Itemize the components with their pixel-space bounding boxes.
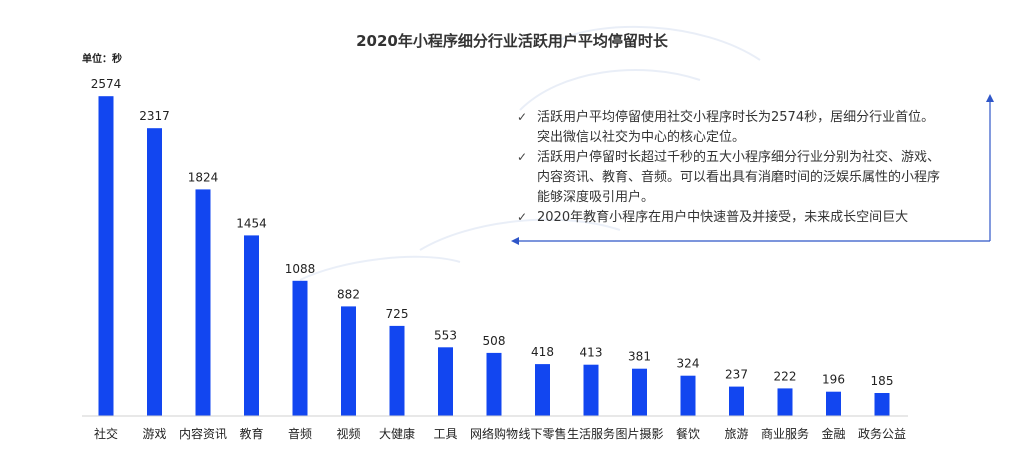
bar-16	[874, 393, 890, 416]
bar-11	[632, 368, 647, 416]
category-label-10: 生活服务	[567, 426, 615, 441]
value-label-2: 1824	[188, 170, 219, 184]
bar-9	[535, 364, 550, 416]
note-line-1-2: 能够深度吸引用户。	[537, 189, 654, 205]
chart-title: 2020年小程序细分行业活跃用户平均停留时长	[356, 32, 669, 50]
checkmark-icon: ✓	[517, 150, 527, 164]
value-label-10: 413	[580, 346, 603, 360]
unit-label: 单位：秒	[82, 52, 122, 65]
bar-1	[147, 128, 162, 416]
notes-connector	[511, 94, 994, 245]
category-label-0: 社交	[94, 426, 118, 441]
value-label-11: 381	[628, 350, 651, 364]
category-label-15: 金融	[821, 426, 845, 441]
bar-10	[583, 364, 599, 416]
category-label-9: 线下零售	[518, 426, 566, 441]
category-label-8: 网络购物	[470, 426, 518, 441]
value-label-3: 1454	[236, 216, 267, 230]
note-line-1-0: 活跃用户停留时长超过千秒的五大小程序细分行业分别为社交、游戏、	[537, 149, 940, 165]
bar-4	[292, 280, 308, 416]
checkmark-icon: ✓	[517, 110, 527, 124]
note-line-0-0: 活跃用户平均停留使用社交小程序时长为2574秒，居细分行业首位。	[537, 109, 934, 125]
bar-15	[826, 391, 841, 416]
bar-13	[729, 386, 744, 416]
category-label-5: 视频	[336, 426, 360, 441]
bar-5	[341, 306, 356, 416]
category-label-3: 教育	[239, 426, 263, 441]
checkmark-icon: ✓	[517, 210, 527, 224]
bar-6	[389, 325, 405, 416]
value-label-15: 196	[822, 373, 845, 387]
bar-12	[680, 375, 696, 416]
bar-0	[98, 96, 114, 416]
bar-7	[438, 347, 453, 416]
value-label-4: 1088	[285, 262, 316, 276]
category-label-1: 游戏	[142, 427, 166, 441]
bar-2	[195, 189, 211, 416]
value-label-6: 725	[386, 307, 409, 321]
bar-14	[777, 388, 793, 416]
value-label-0: 2574	[91, 77, 122, 91]
value-label-16: 185	[871, 374, 894, 388]
category-label-7: 工具	[433, 427, 457, 441]
bar-8	[486, 352, 502, 416]
value-label-5: 882	[337, 287, 360, 301]
value-label-12: 324	[677, 357, 700, 371]
category-labels-group: 社交 游戏 内容资讯 教育 音频 视频 大健康 工具 网络购物 线下零售 生活服务 图片摄影 餐饮 旅游商…	[94, 426, 906, 441]
value-labels-group: 2574 2317 1824 1454 1088 882 725 553 508 418 413 38…	[91, 77, 894, 388]
category-label-12: 餐饮	[676, 426, 700, 441]
bar-3	[244, 235, 259, 416]
category-label-13: 旅游	[724, 427, 748, 441]
value-label-1: 2317	[139, 109, 170, 123]
value-label-9: 418	[531, 345, 554, 359]
value-label-14: 222	[774, 369, 797, 383]
note-line-1-1: 内容资讯、教育、音频。可以看出具有消磨时间的泛娱乐属性的小程序	[537, 169, 940, 185]
arrow-up-icon	[986, 94, 994, 102]
value-label-7: 553	[434, 328, 457, 342]
category-label-4: 音频	[288, 426, 312, 441]
watermark-decoration	[299, 25, 761, 281]
value-label-13: 237	[725, 368, 748, 382]
category-label-6: 大健康	[379, 426, 415, 441]
bars-group	[98, 96, 890, 416]
note-line-2-0: 2020年教育小程序在用户中快速普及并接受，未来成长空间巨大	[537, 209, 908, 225]
note-line-0-1: 突出微信以社交为中心的核心定位。	[537, 129, 745, 145]
category-label-11: 图片摄影	[615, 426, 663, 441]
category-label-16: 政务公益	[858, 426, 906, 441]
notes-panel: ✓ 活跃用户平均停留使用社交小程序时长为2574秒，居细分行业首位。突出微信以社交…	[517, 109, 940, 225]
category-label-2: 内容资讯	[179, 426, 227, 441]
value-label-8: 508	[483, 334, 506, 348]
arrow-left-icon	[511, 237, 519, 245]
category-label-14: 商业服务	[761, 426, 809, 441]
